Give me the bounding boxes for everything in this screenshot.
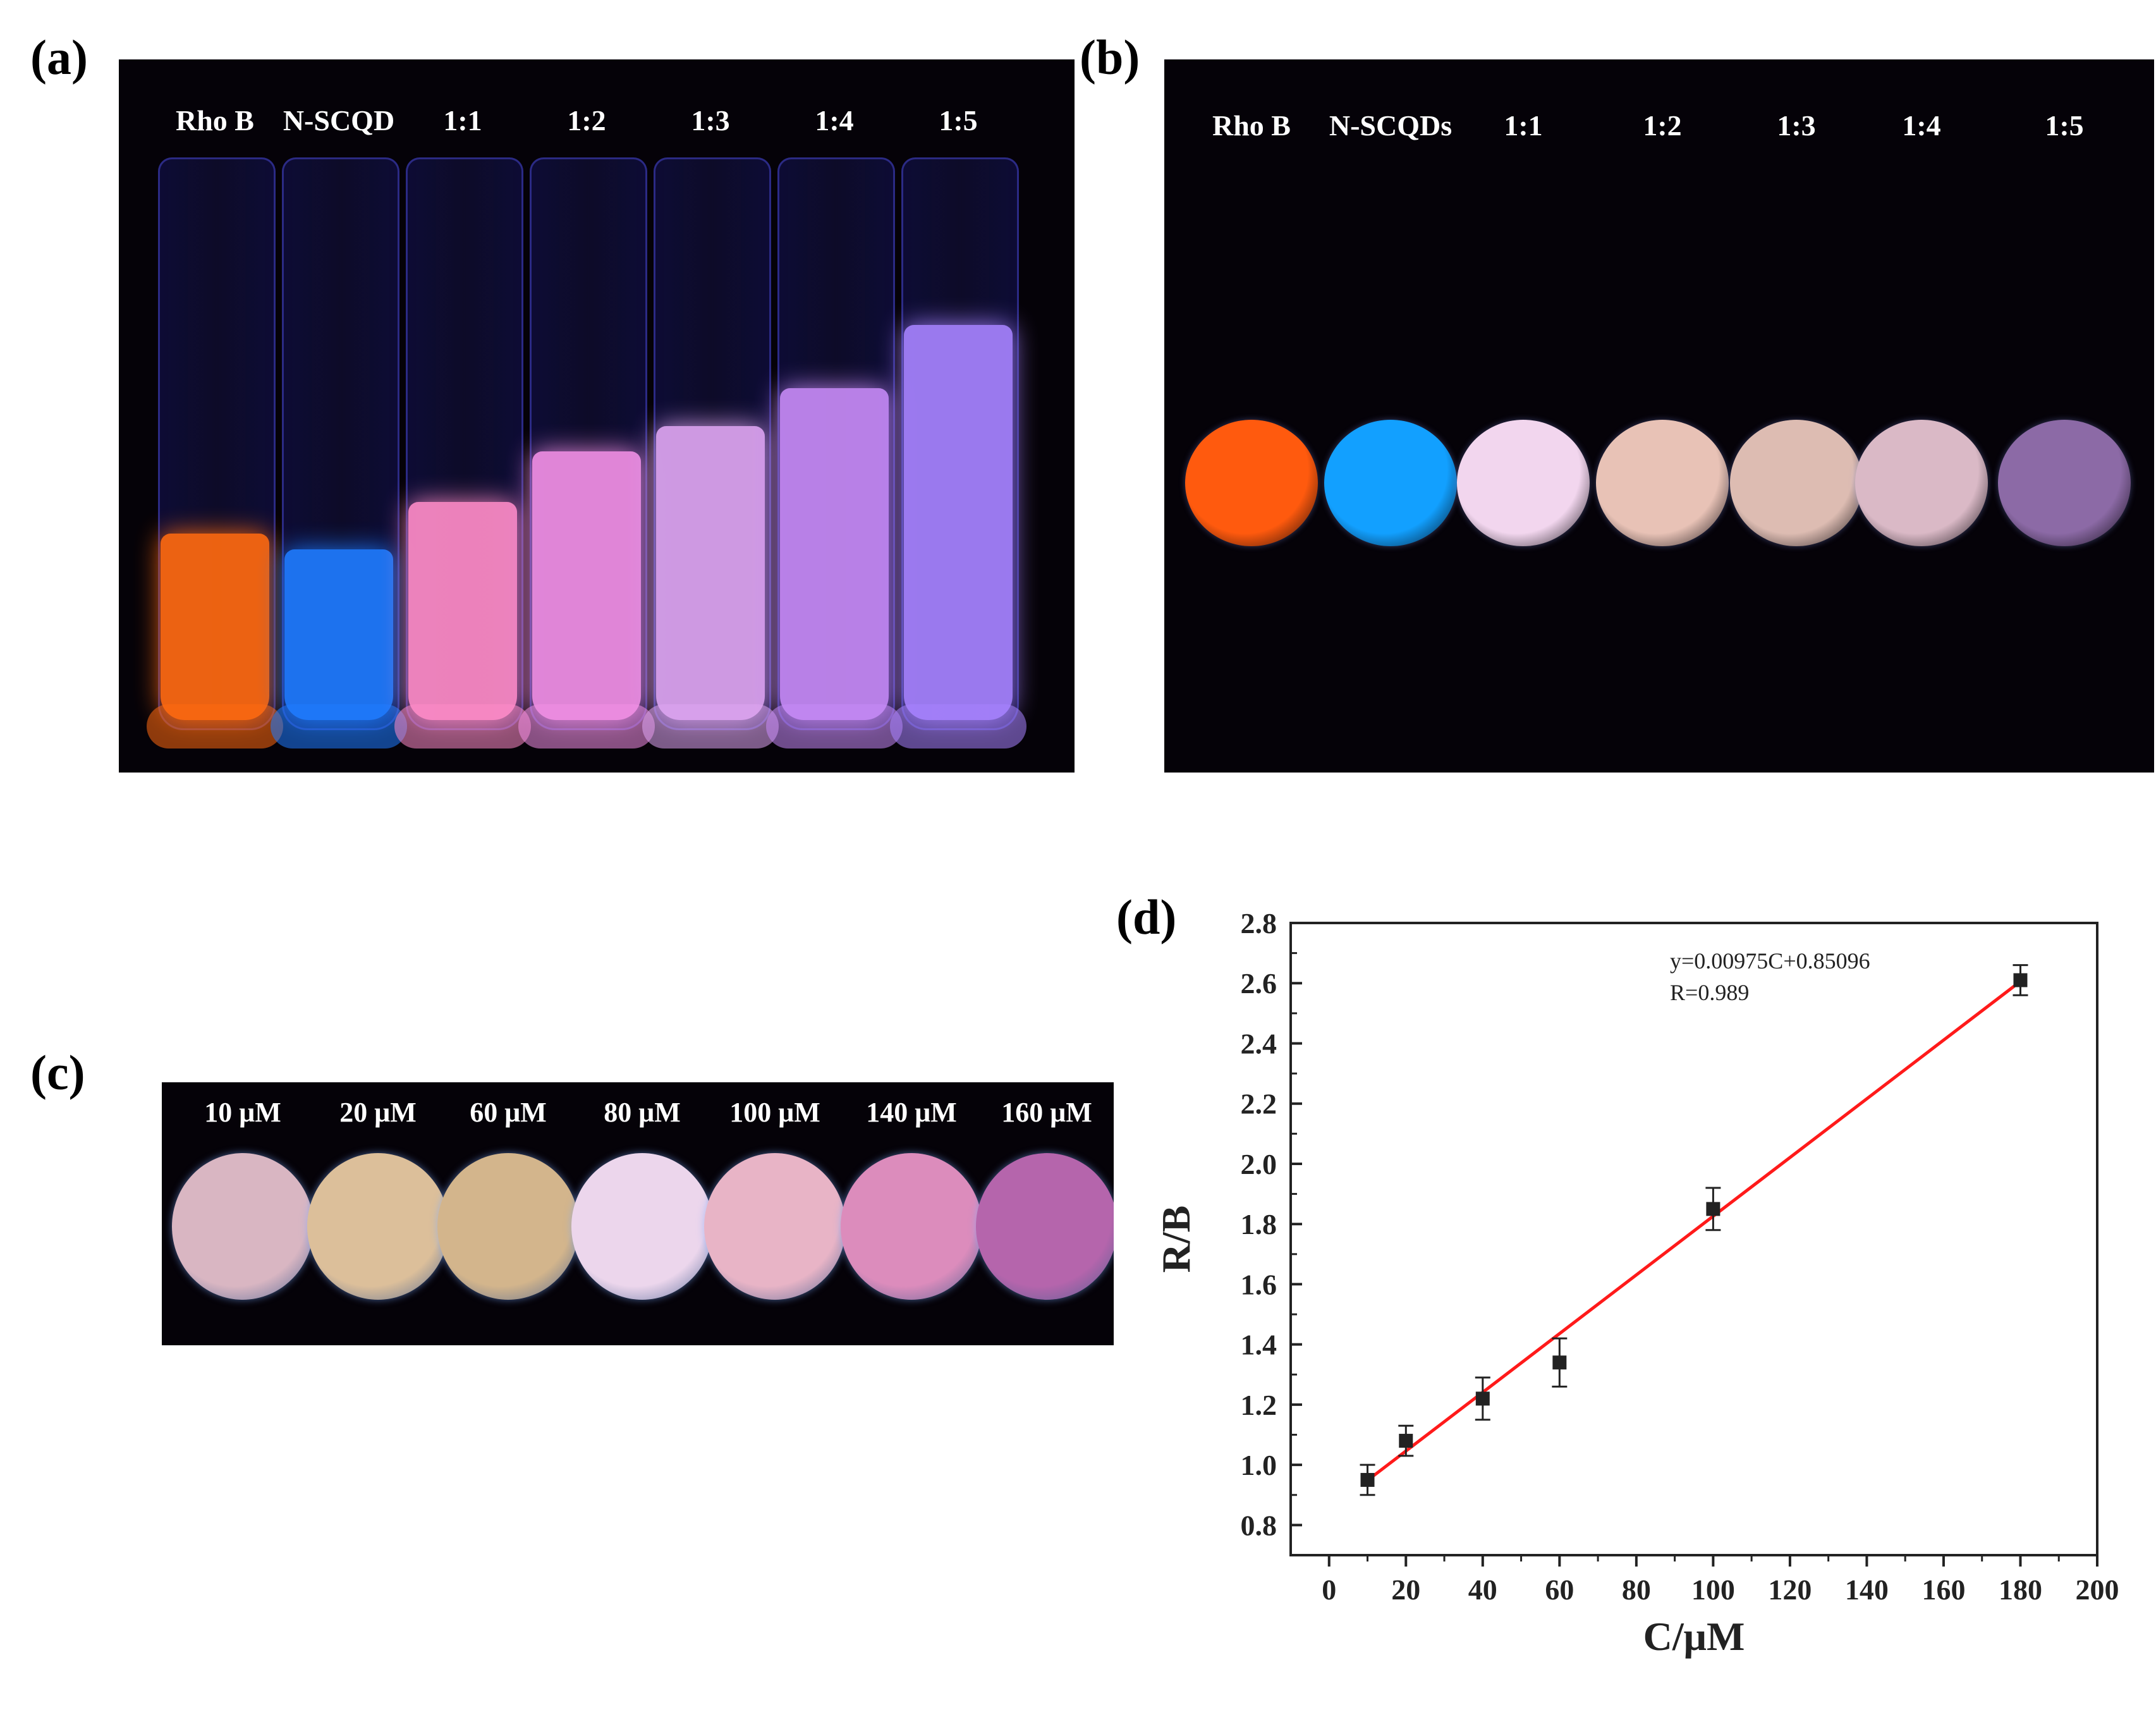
paper-disk xyxy=(976,1153,1114,1300)
concentration-label: 100 μM xyxy=(729,1097,820,1128)
paper-disk xyxy=(1185,420,1318,546)
concentration-label: 140 μM xyxy=(866,1097,957,1128)
disk-label: 1:2 xyxy=(1643,109,1682,142)
y-tick-label: 2.0 xyxy=(1241,1148,1277,1180)
vial-base-ring xyxy=(518,704,655,749)
paper-disk xyxy=(437,1153,579,1300)
data-point xyxy=(1360,1472,1375,1487)
vial-label: N-SCQD xyxy=(283,104,395,137)
data-point xyxy=(1399,1434,1413,1448)
panel-label-a: (a) xyxy=(30,30,88,85)
photo-vials-uv: Rho B N-SCQD 1:1 1:2 1:3 1:4 1:5 xyxy=(119,59,1075,773)
disk-label: N-SCQDs xyxy=(1329,109,1453,142)
vial-label: 1:3 xyxy=(691,104,730,137)
disk-label: Rho B xyxy=(1212,109,1291,142)
photo-paper-disks-concentration: 10 μM 20 μM 60 μM 80 μM 100 μM 140 μM 160 μM xyxy=(162,1082,1114,1345)
paper-disk xyxy=(1596,420,1729,546)
panel-label-d: (d) xyxy=(1116,889,1177,944)
paper-disk xyxy=(307,1153,449,1300)
y-tick-label: 1.2 xyxy=(1241,1389,1277,1421)
x-tick-label: 20 xyxy=(1391,1573,1420,1606)
vial-label: 1:1 xyxy=(443,104,482,137)
y-tick-label: 2.4 xyxy=(1241,1027,1277,1060)
y-axis-label: R/B xyxy=(1154,1206,1198,1273)
fit-r-value: R=0.989 xyxy=(1670,980,1749,1005)
vial-fluorescence xyxy=(780,388,889,720)
paper-disk xyxy=(1324,420,1457,546)
x-tick-label: 200 xyxy=(2076,1573,2119,1606)
x-tick-label: 180 xyxy=(1999,1573,2042,1606)
concentration-label: 80 μM xyxy=(604,1097,681,1128)
paper-disk xyxy=(1855,420,1988,546)
data-point xyxy=(1475,1391,1490,1406)
vial-label: 1:2 xyxy=(567,104,606,137)
y-tick-label: 2.8 xyxy=(1241,907,1277,939)
x-tick-label: 0 xyxy=(1322,1573,1336,1606)
paper-disk xyxy=(1730,420,1863,546)
panel-label-b: (b) xyxy=(1080,30,1140,85)
y-tick-label: 1.0 xyxy=(1241,1449,1277,1481)
paper-disk xyxy=(172,1153,314,1300)
vial-label: 1:5 xyxy=(939,104,978,137)
x-tick-label: 100 xyxy=(1691,1573,1735,1606)
vial-fluorescence xyxy=(904,325,1013,720)
vial-base-ring xyxy=(271,704,407,749)
data-point xyxy=(2013,973,2028,987)
disk-label: 1:1 xyxy=(1504,109,1543,142)
vial-base-ring xyxy=(642,704,779,749)
y-tick-label: 0.8 xyxy=(1241,1509,1277,1541)
vial-fluorescence xyxy=(532,451,641,720)
y-tick-label: 1.8 xyxy=(1241,1208,1277,1240)
y-tick-label: 1.6 xyxy=(1241,1268,1277,1300)
paper-disk xyxy=(1998,420,2131,546)
x-axis-label: C/μM xyxy=(1643,1614,1745,1659)
y-tick-label: 2.2 xyxy=(1241,1088,1277,1120)
x-tick-label: 160 xyxy=(1922,1573,1965,1606)
vial-fluorescence xyxy=(161,534,269,720)
disk-label: 1:5 xyxy=(2045,109,2084,142)
concentration-label: 160 μM xyxy=(1001,1097,1092,1128)
photo-paper-disks-ratios: Rho B N-SCQDs 1:1 1:2 1:3 1:4 1:5 xyxy=(1164,59,2154,773)
disk-label: 1:3 xyxy=(1777,109,1816,142)
vial-label: Rho B xyxy=(176,104,254,137)
vial-label: 1:4 xyxy=(815,104,854,137)
paper-disk xyxy=(704,1153,846,1300)
vial-fluorescence xyxy=(656,426,765,720)
x-tick-label: 40 xyxy=(1468,1573,1497,1606)
x-tick-label: 140 xyxy=(1845,1573,1889,1606)
vial-base-ring xyxy=(766,704,903,749)
vial-fluorescence xyxy=(284,549,393,720)
x-tick-label: 80 xyxy=(1622,1573,1651,1606)
paper-disk xyxy=(1457,420,1590,546)
paper-disk xyxy=(841,1153,982,1300)
y-tick-label: 2.6 xyxy=(1241,967,1277,999)
disk-label: 1:4 xyxy=(1902,109,1941,142)
concentration-label: 60 μM xyxy=(470,1097,547,1128)
fit-equation: y=0.00975C+0.85096 xyxy=(1670,948,1870,974)
x-tick-label: 120 xyxy=(1768,1573,1812,1606)
concentration-label: 20 μM xyxy=(339,1097,417,1128)
data-point xyxy=(1552,1355,1567,1370)
vial-base-ring xyxy=(890,704,1026,749)
vial-base-ring xyxy=(147,704,283,749)
concentration-label: 10 μM xyxy=(204,1097,281,1128)
y-tick-label: 1.4 xyxy=(1241,1329,1277,1361)
x-tick-label: 60 xyxy=(1545,1573,1574,1606)
vial-fluorescence xyxy=(408,502,517,720)
fit-line xyxy=(1367,980,2021,1482)
panel-label-c: (c) xyxy=(30,1045,85,1100)
paper-disk xyxy=(571,1153,713,1300)
plot-frame xyxy=(1289,922,2098,1556)
data-point xyxy=(1706,1202,1721,1216)
vial-base-ring xyxy=(394,704,531,749)
calibration-chart: 0.8 1.0 1.2 1.4 1.6 1.8 2.0 2.2 2.4 2.6 2.8 0 20 40 60… xyxy=(1154,907,2119,1659)
